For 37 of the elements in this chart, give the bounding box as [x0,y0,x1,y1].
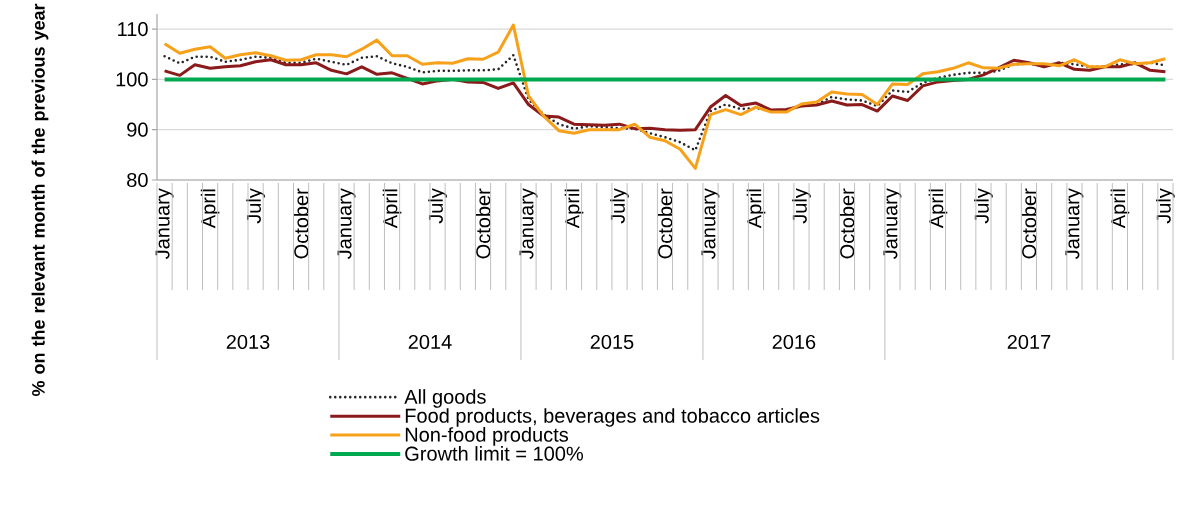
x-tick-label: January [701,188,720,260]
text: 2014 [408,334,452,350]
x-tick-label: October [293,188,309,259]
x-tick-label: July [1156,188,1175,224]
x-tick-label: July [246,188,265,224]
x-tick-label: October [475,188,491,259]
x-tick-label: July [428,188,447,224]
x-tick-label: October [657,188,673,259]
x-tick-label: April [746,189,766,229]
x-tick-label: July [974,188,993,224]
text: 2017 [1007,334,1051,350]
y-tick-label: 100 [116,72,148,87]
text: 2016 [772,334,816,350]
y-axis-title: % on the relevant month of the previous year [31,3,49,397]
x-tick-label: April [564,189,584,229]
x-tick-label: January [519,188,538,260]
y-tick-label: 90 [127,122,148,137]
x-tick-label: October [839,188,855,259]
x-tick-label: April [200,189,220,229]
x-tick-label: October [1021,188,1037,259]
x-tick-label: January [883,188,902,260]
legend-label: Growth limit = 100% [405,446,584,461]
x-tick-label: April [928,189,948,229]
text: 2015 [590,334,634,350]
x-tick-label: April [1110,189,1130,229]
legend-label: Non-food products [405,427,569,446]
x-tick-label: January [155,188,174,260]
x-tick-label: January [1065,188,1084,260]
x-tick-label: July [610,188,629,224]
x-tick-label: January [337,188,356,260]
y-tick-label: 110 [118,22,148,37]
y-tick-label: 80 [127,172,148,188]
text: 2013 [226,334,270,350]
x-tick-label: April [382,189,402,229]
x-tick-label: July [792,188,811,224]
legend-label: Food products, beverages and tobacco articles [405,408,820,427]
legend-label: All goods [404,389,486,408]
